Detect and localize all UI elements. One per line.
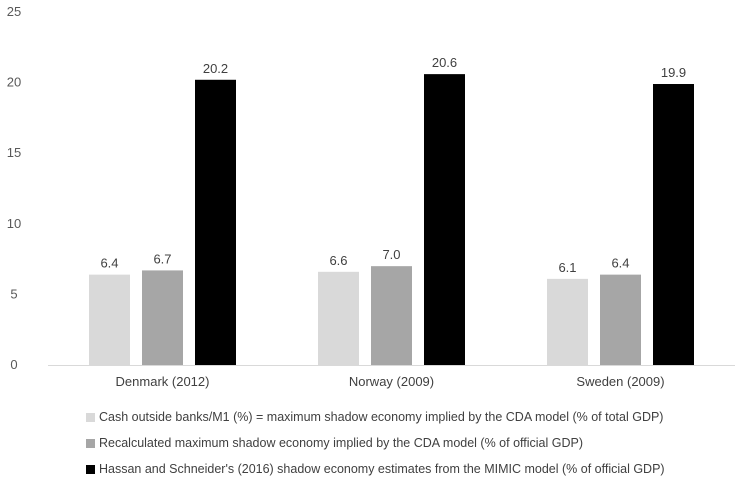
y-tick-label: 0 — [10, 357, 17, 372]
x-category-label: Denmark (2012) — [116, 374, 210, 389]
x-axis: Denmark (2012) Norway (2009) Sweden (2009) — [116, 374, 665, 389]
legend-item-cda-recalculated: Recalculated maximum shadow economy impl… — [86, 430, 665, 456]
data-label: 6.6 — [329, 253, 347, 268]
data-label: 7.0 — [382, 247, 400, 262]
y-tick-label: 20 — [7, 75, 21, 90]
bar — [195, 79, 236, 365]
legend-swatch — [86, 412, 95, 422]
bar — [318, 271, 359, 365]
y-tick-label: 5 — [10, 286, 17, 301]
bar — [424, 74, 465, 366]
bar — [89, 274, 130, 365]
y-axis: 0 5 10 15 20 25 — [7, 4, 21, 372]
bar-chart: 0 5 10 15 20 25 6.4 6.7 20.2 6.6 7.0 20.6 6.1 6.4 19.… — [7, 4, 735, 389]
legend-swatch — [86, 438, 95, 448]
data-label: 6.4 — [611, 256, 629, 271]
y-tick-label: 15 — [7, 145, 21, 160]
bar — [653, 84, 694, 366]
data-label: 20.2 — [203, 61, 228, 76]
legend-item-mimic: Hassan and Schneider's (2016) shadow eco… — [86, 456, 665, 482]
y-tick-label: 25 — [7, 4, 21, 19]
data-label: 6.7 — [153, 251, 171, 266]
legend-label: Hassan and Schneider's (2016) shadow eco… — [99, 462, 665, 476]
bar — [142, 270, 183, 365]
data-label: 20.6 — [432, 55, 457, 70]
bar — [600, 274, 641, 365]
legend-item-cda-total-gdp: Cash outside banks/M1 (%) = maximum shad… — [86, 404, 665, 430]
x-category-label: Sweden (2009) — [576, 374, 664, 389]
legend-label: Cash outside banks/M1 (%) = maximum shad… — [99, 410, 664, 424]
data-label: 6.4 — [100, 256, 118, 271]
legend: Cash outside banks/M1 (%) = maximum shad… — [86, 404, 665, 482]
bars: 6.4 6.7 20.2 6.6 7.0 20.6 6.1 6.4 19.9 — [89, 55, 694, 366]
legend-label: Recalculated maximum shadow economy impl… — [99, 436, 583, 450]
legend-swatch — [86, 464, 95, 474]
data-label: 6.1 — [558, 260, 576, 275]
data-label: 19.9 — [661, 65, 686, 80]
y-tick-label: 10 — [7, 216, 21, 231]
bar — [371, 266, 412, 365]
x-category-label: Norway (2009) — [349, 374, 434, 389]
bar — [547, 278, 588, 365]
